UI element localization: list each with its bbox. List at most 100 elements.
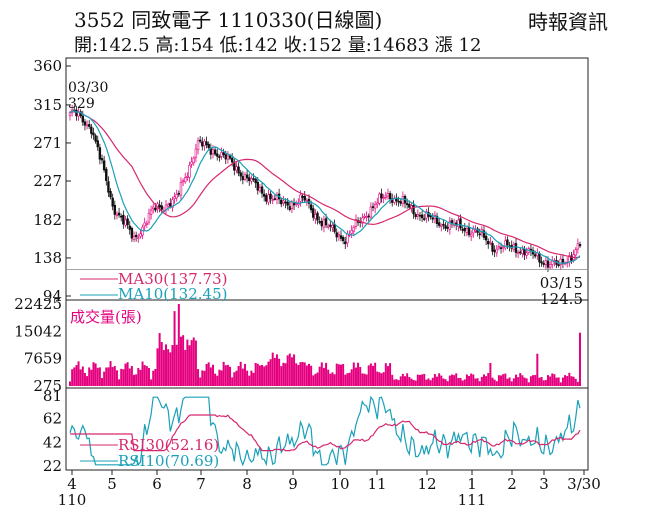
volume-bar — [404, 376, 407, 386]
candle-body — [446, 226, 449, 229]
candle-body — [489, 241, 492, 244]
volume-bar — [158, 333, 161, 386]
candle-body — [282, 200, 285, 204]
volume-bar — [354, 367, 357, 386]
volume-bar — [167, 349, 170, 386]
volume-bar — [86, 376, 89, 386]
candle-body — [68, 112, 72, 116]
volume-bar — [453, 375, 456, 386]
price-axis-tick: 360 — [33, 57, 62, 75]
volume-bar — [301, 361, 304, 386]
candle-body — [190, 161, 193, 165]
candle-body — [115, 213, 119, 216]
volume-bar — [342, 363, 345, 386]
candle-body — [405, 203, 409, 205]
volume-bar — [346, 373, 349, 386]
volume-bar — [273, 357, 276, 386]
candle-body — [440, 224, 443, 227]
volume-bar — [431, 377, 434, 386]
candle-body — [548, 264, 552, 268]
x-axis-tick: 5 — [107, 475, 117, 493]
candle-body — [397, 200, 400, 203]
volume-bar — [258, 365, 261, 386]
candle-body — [469, 233, 473, 237]
volume-bar — [130, 366, 133, 386]
volume-bar — [472, 374, 475, 386]
volume-bar — [566, 376, 569, 386]
volume-bar — [71, 369, 74, 386]
x-axis-tick: 11 — [367, 475, 386, 493]
candle-body — [504, 240, 507, 249]
candle-body — [384, 195, 388, 198]
volume-bar — [576, 381, 579, 386]
volume-bar — [141, 361, 144, 386]
volume-bar — [94, 363, 97, 386]
volume-bar — [482, 374, 485, 386]
candle-body — [258, 187, 262, 192]
candle-body — [459, 218, 462, 229]
candle-body — [75, 109, 78, 117]
volume-bar — [269, 359, 272, 386]
volume-bar — [553, 374, 556, 386]
candle-body — [465, 228, 469, 233]
candle-body — [327, 225, 330, 228]
volume-bar — [81, 366, 84, 386]
price-axis-tick: 271 — [33, 134, 62, 152]
volume-bar — [540, 376, 543, 386]
rsi-axis-tick: 42 — [43, 433, 62, 451]
volume-bar — [561, 377, 564, 386]
candle-body — [241, 176, 245, 181]
candle-body — [256, 181, 259, 191]
volume-bar — [412, 379, 415, 386]
candle-body — [203, 140, 206, 146]
volume-bar — [517, 377, 520, 386]
volume-bar — [246, 370, 249, 386]
volume-bar — [493, 379, 496, 386]
volume-bar — [169, 352, 172, 386]
volume-bar — [316, 372, 319, 386]
candle-body — [218, 156, 221, 158]
candle-body — [551, 260, 554, 265]
volume-bar — [352, 362, 355, 386]
x-axis-tick: 9 — [288, 475, 298, 493]
volume-bar — [329, 373, 332, 386]
volume-bar — [101, 378, 104, 386]
volume-bar — [457, 378, 460, 386]
candle-body — [235, 166, 238, 171]
volume-bar — [374, 362, 377, 386]
volume-axis-tick: 7659 — [24, 350, 62, 368]
volume-bar — [120, 368, 123, 386]
candle-body — [346, 233, 349, 244]
volume-bar — [408, 376, 411, 386]
candle-body — [341, 237, 345, 242]
volume-bar — [525, 378, 528, 386]
volume-bar — [190, 340, 193, 386]
volume-bar — [461, 380, 464, 386]
volume-bar — [209, 367, 212, 386]
candle-body — [301, 195, 304, 198]
volume-bar — [229, 366, 232, 386]
volume-bar — [154, 369, 157, 386]
candle-body — [139, 233, 142, 237]
volume-bar — [299, 362, 302, 386]
volume-bar — [265, 365, 268, 386]
candle-body — [120, 215, 123, 218]
candle-body — [399, 201, 402, 204]
volume-bar — [224, 365, 227, 386]
volume-bar — [188, 345, 191, 386]
rsi-axis-tick: 81 — [43, 387, 62, 405]
ma30-legend-label: MA30(137.73) — [118, 270, 227, 288]
candle-body — [484, 235, 488, 241]
volume-bar — [459, 377, 462, 386]
volume-bar — [126, 362, 129, 386]
source-label: 時報資訊 — [528, 10, 608, 34]
volume-bar — [418, 374, 421, 386]
price-axis-tick: 94 — [43, 287, 62, 305]
volume-bar — [359, 367, 362, 386]
volume-bar — [386, 366, 389, 386]
volume-bar — [214, 373, 217, 386]
volume-bar — [205, 363, 208, 386]
volume-bar — [538, 377, 541, 386]
candle-body — [83, 121, 87, 126]
